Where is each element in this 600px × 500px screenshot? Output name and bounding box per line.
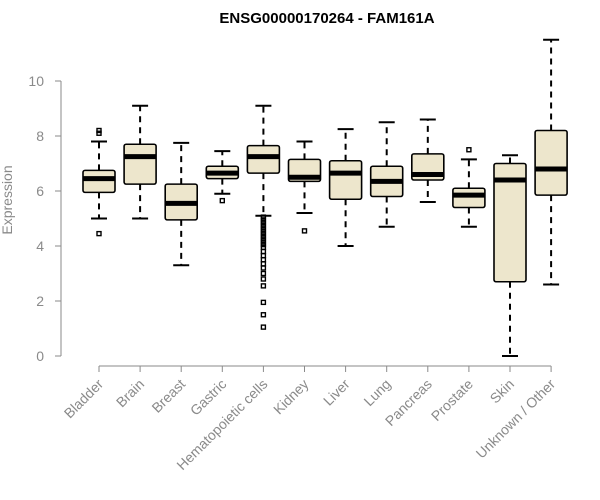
outlier-point [260,299,267,306]
y-tick-label: 2 [36,293,44,309]
box-group [287,140,322,234]
outlier-point [96,127,102,134]
outlier-point [260,214,267,220]
box-iqr [328,159,363,201]
plot-area [82,38,568,357]
outlier-point [260,244,267,251]
y-axis-label: Expression [0,165,15,234]
box-iqr [123,143,157,185]
outlier-point [96,130,102,136]
x-tick-label: Lung [360,376,393,409]
x-tick-label: Kidney [270,376,312,418]
box-group [369,121,404,228]
outlier-point [96,230,102,237]
box-group [205,150,240,204]
outlier-point [466,147,472,153]
outlier-point [260,276,267,282]
outlier-point [260,217,267,223]
outlier-point [260,241,267,248]
outlier-point [260,230,267,237]
outlier-point [260,265,267,271]
x-tick-label: Breast [148,376,188,416]
box-iqr [534,129,568,196]
outlier-point [260,248,267,255]
y-tick-label: 8 [36,128,44,144]
x-tick-label: Brain [113,376,147,410]
outlier-point [260,225,267,231]
outlier-point [301,228,308,234]
outlier-point [260,239,267,245]
box-iqr [452,187,486,209]
y-tick-label: 10 [28,73,44,89]
outlier-point [260,233,267,240]
box-group [410,118,445,203]
box-iqr [82,169,116,194]
box-group [452,147,486,228]
x-tick-label: Skin [487,376,518,407]
box-group [534,38,568,286]
box-group [82,127,116,237]
outlier-point [260,228,267,234]
outlier-point [219,197,226,204]
y-axis: 0 2 4 6 8 10 [28,73,62,364]
box-group [123,104,157,220]
outlier-point [260,222,267,229]
box-group [328,128,363,247]
outlier-point [260,283,267,289]
outlier-point [260,257,267,263]
box-iqr [246,144,281,174]
outlier-point [260,219,267,226]
box-group [493,154,527,357]
box-iqr [493,162,527,283]
box-group [246,104,281,330]
outlier-point [260,324,267,330]
x-tick-label: Bladder [61,376,107,422]
outlier-point [260,261,267,267]
y-tick-label: 6 [36,183,44,199]
outlier-point [260,312,267,318]
outlier-point [260,236,267,242]
chart-title: ENSG00000170264 - FAM161A [219,10,434,27]
x-tick-label: Liver [320,376,353,409]
outlier-point [260,252,267,259]
y-tick-label: 4 [36,238,44,254]
x-tick-label: Prostate [428,376,476,424]
box-group [164,141,198,267]
y-tick-label: 0 [36,348,44,364]
outlier-point [260,270,267,277]
